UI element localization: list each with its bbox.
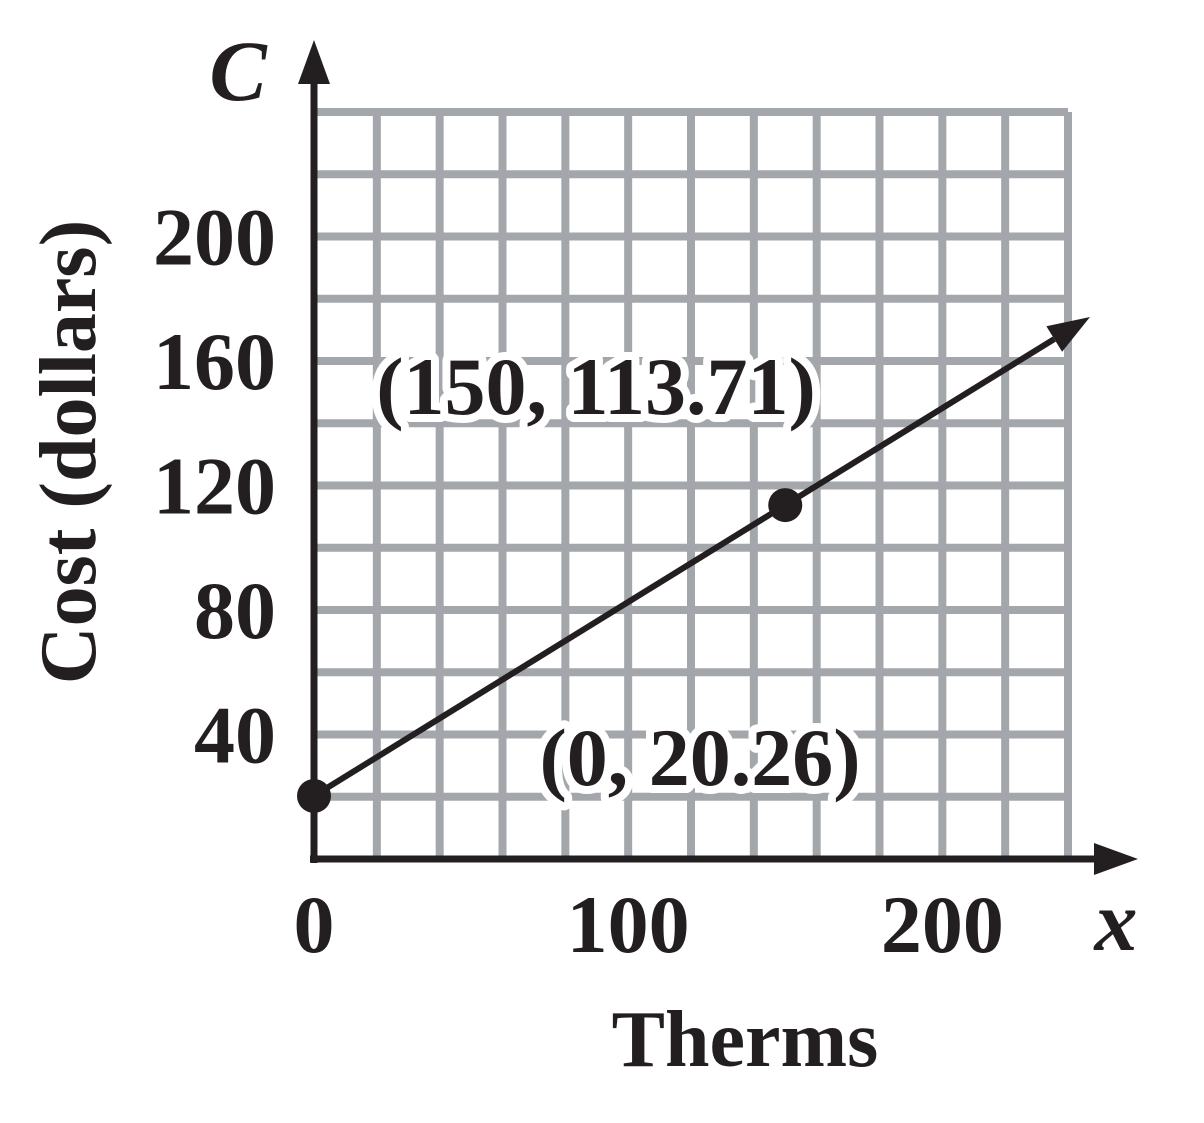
y-axis-arrowhead [298, 40, 330, 84]
series-line [312, 336, 1056, 799]
y-tick-label: 80 [194, 565, 276, 656]
point-annotation: (0, 20.26) [539, 712, 860, 803]
y-tick-label: 40 [194, 690, 276, 781]
y-tick-labels: 40 80 120 160 200 [153, 192, 276, 781]
point-markers [297, 488, 803, 813]
x-tick-label: 0 [294, 879, 335, 970]
y-axis-variable: C [209, 23, 268, 119]
grid [314, 108, 1072, 859]
y-axis-label: Cost (dollars) [25, 220, 113, 684]
data-point [297, 778, 331, 813]
y-tick-label: 120 [153, 441, 276, 532]
point-annotation: (150, 113.71) [376, 341, 816, 432]
x-axis-label: Therms [612, 996, 879, 1084]
y-tick-label: 160 [153, 316, 276, 407]
x-axis-arrowhead [1094, 843, 1138, 875]
y-tick-label: 200 [153, 192, 276, 283]
series-layer [312, 316, 1090, 799]
series-arrowhead [1046, 316, 1090, 352]
point-annotations: (0, 20.26) (150, 113.71) [368, 333, 868, 811]
x-axis-variable: x [1093, 873, 1138, 969]
data-point [768, 488, 803, 523]
x-tick-label: 200 [881, 879, 1004, 970]
x-tick-labels: 0 100 200 [294, 879, 1004, 970]
x-tick-label: 100 [567, 879, 690, 970]
axes [298, 40, 1138, 875]
